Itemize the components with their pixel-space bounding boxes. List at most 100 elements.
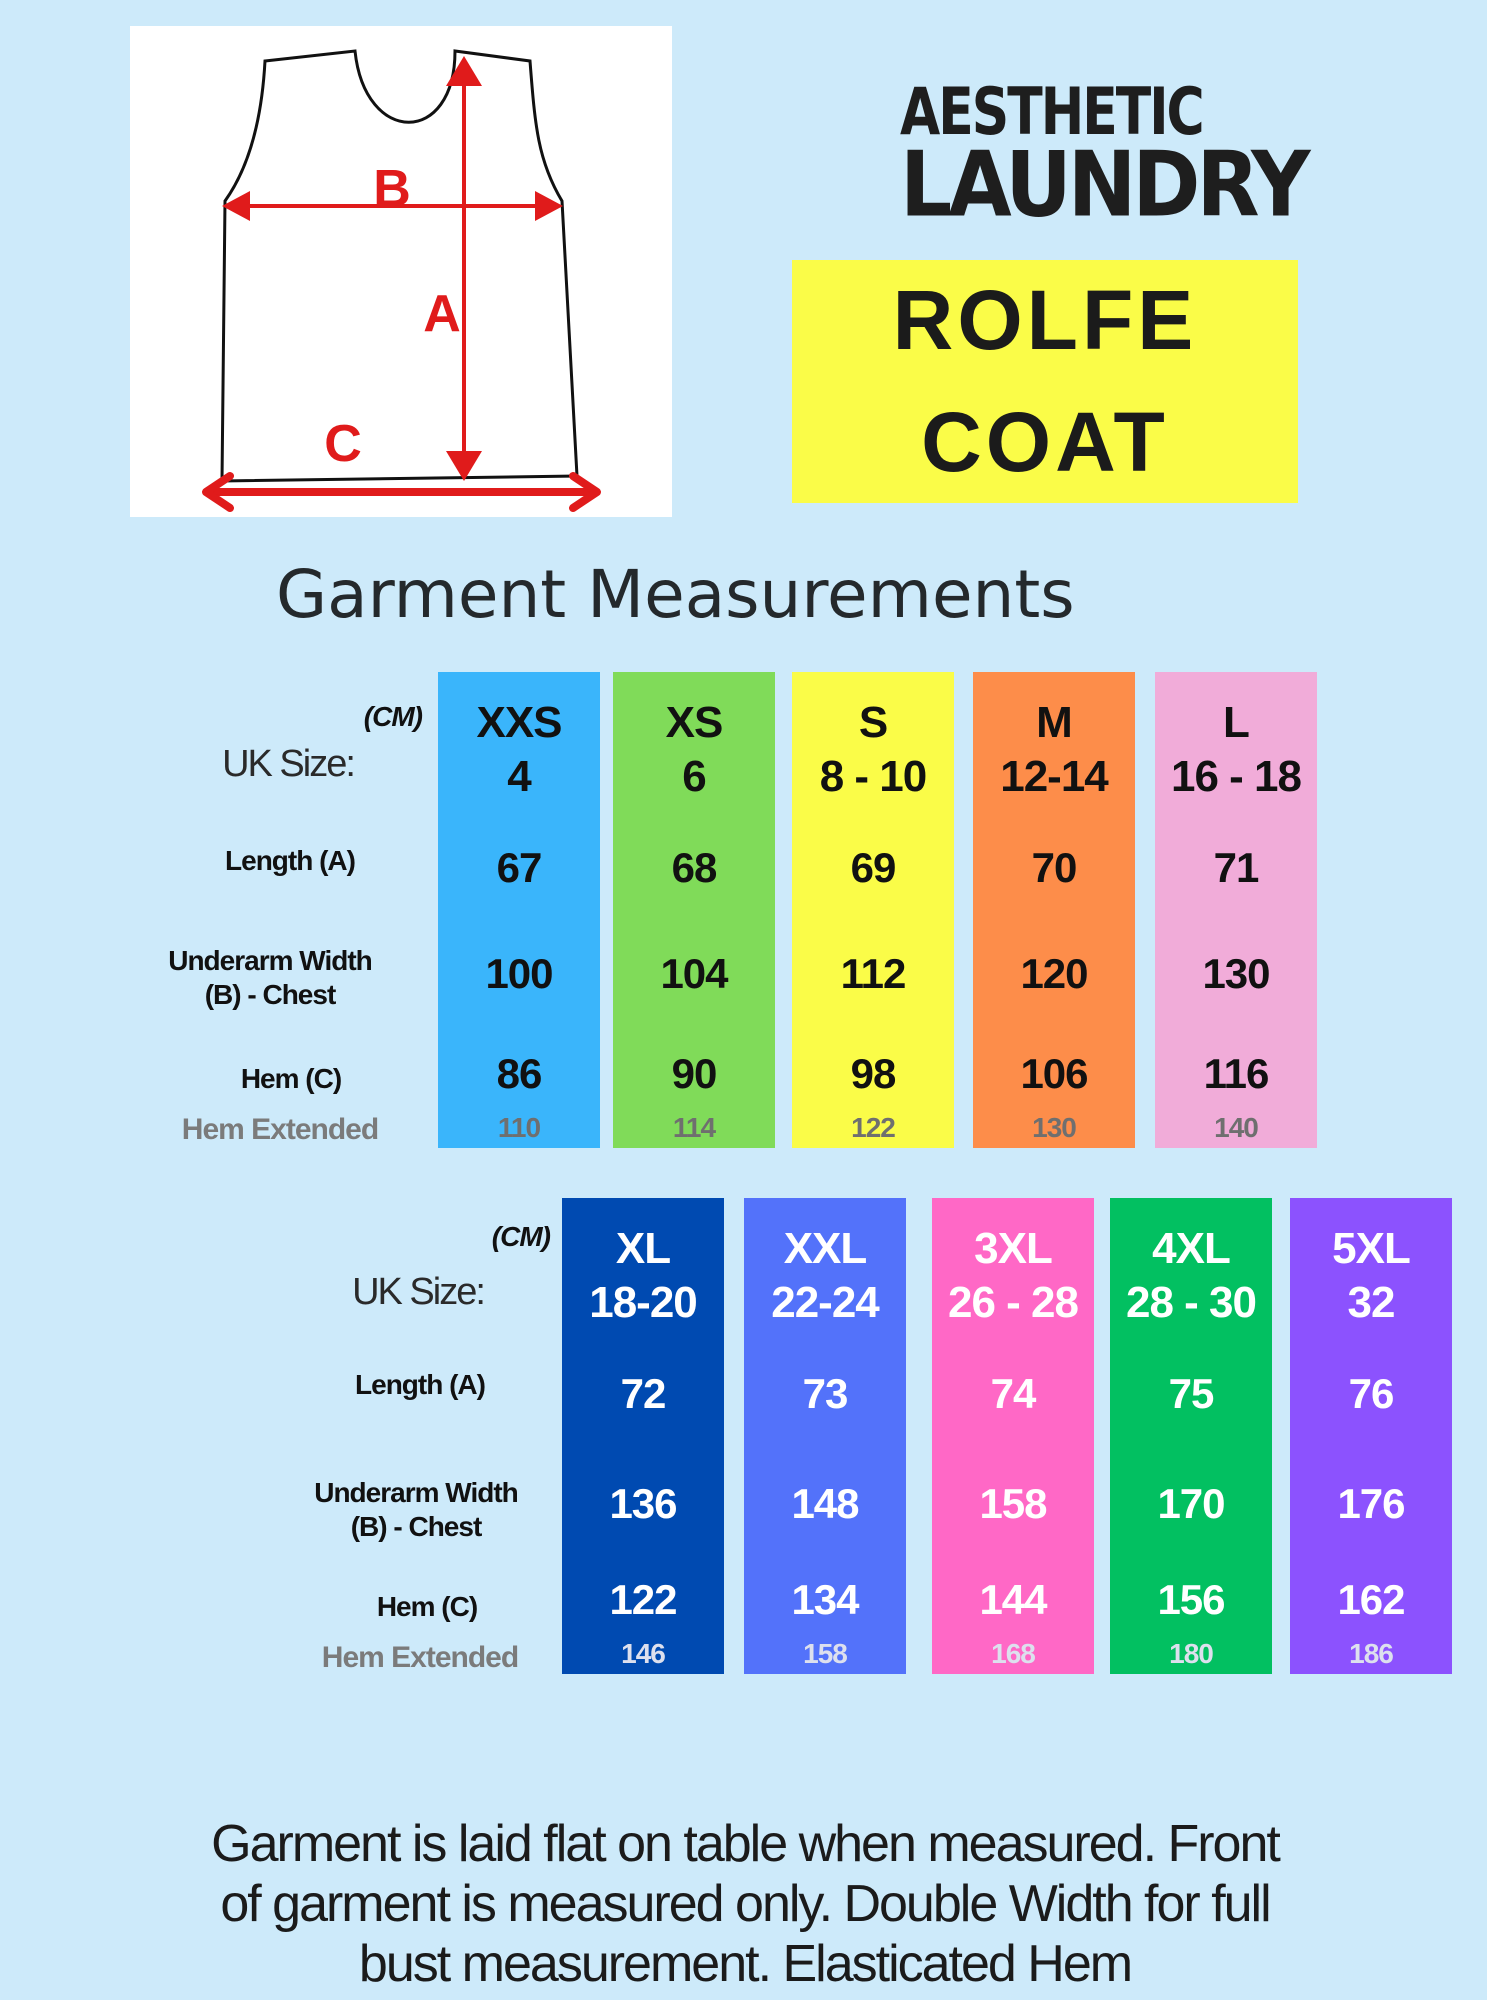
measurement-note: Garment is laid flat on table when measu… (150, 1814, 1340, 1994)
underarm-label: Underarm Width (B) - Chest (130, 944, 410, 1011)
underarm-value: 112 (840, 950, 907, 997)
size-label: XXS (476, 698, 562, 747)
hem-value: 156 (1157, 1576, 1225, 1623)
length-value: 68 (671, 844, 718, 891)
hem-value: 134 (791, 1576, 859, 1623)
size-label: 5XL (1332, 1224, 1411, 1273)
hem-extended-value: 122 (851, 1112, 896, 1143)
length-label: Length (A) (225, 845, 356, 876)
arrow-b-head-right (535, 191, 563, 221)
uk-size-value: 26 - 28 (948, 1278, 1079, 1327)
uk-size-value: 8 - 10 (819, 752, 928, 801)
size-column-s: S 8 - 10 69 112 98 122 (792, 672, 954, 1148)
underarm-label-2-line-2: (B) - Chest (350, 1510, 483, 1542)
hem-extended-value: 110 (497, 1112, 541, 1143)
underarm-value: 148 (791, 1480, 859, 1527)
underarm-label-line-2: (B) - Chest (204, 978, 337, 1010)
hem-extended-value: 130 (1032, 1112, 1077, 1143)
uk-size-value: 22-24 (771, 1278, 880, 1327)
hem-value: 106 (1020, 1050, 1088, 1097)
size-column-m: M 12-14 70 120 106 130 (973, 672, 1135, 1148)
uk-size-value: 16 - 18 (1171, 752, 1302, 801)
measurement-diagram: B A C (130, 26, 672, 517)
size-label: XXL (783, 1224, 868, 1273)
brand-line-1: AESTHETIC (900, 75, 1205, 151)
note-line-2: of garment is measured only. Double Widt… (220, 1875, 1271, 1933)
length-value: 76 (1348, 1370, 1395, 1417)
uk-size-value: 12-14 (1000, 752, 1109, 801)
brand-line-2: LAUNDRY (900, 132, 1311, 238)
product-name-line-1: ROLFE (892, 272, 1198, 367)
uk-size-label: UK Size: (222, 743, 356, 785)
note-line-1: Garment is laid flat on table when measu… (211, 1815, 1281, 1873)
underarm-value: 104 (660, 950, 728, 997)
label-a: A (423, 285, 461, 343)
arrow-c-head-left (202, 472, 234, 512)
underarm-value: 120 (1020, 950, 1088, 997)
size-label: M (1036, 698, 1073, 747)
hem-extended-value: 146 (621, 1638, 666, 1669)
length-label-2: Length (A) (355, 1369, 486, 1400)
hem-label-2: Hem (C) (376, 1591, 478, 1622)
uk-size-value: 4 (507, 752, 531, 801)
underarm-value: 176 (1337, 1480, 1405, 1527)
arrow-a-head-bottom (446, 451, 482, 481)
underarm-label-2-line-1: Underarm Width (314, 1477, 519, 1508)
underarm-label-2: Underarm Width (B) - Chest (276, 1476, 556, 1543)
length-value: 67 (496, 844, 543, 891)
underarm-value: 130 (1202, 950, 1270, 997)
garment-outline (220, 49, 579, 483)
length-value: 75 (1168, 1370, 1215, 1417)
size-column-xxl: XXL 22-24 73 148 134 158 (744, 1198, 906, 1674)
size-column-3xl: 3XL 26 - 28 74 158 144 168 (932, 1198, 1094, 1674)
product-name-line-2: COAT (921, 394, 1169, 489)
underarm-value: 136 (609, 1480, 677, 1527)
hem-label: Hem (C) (240, 1063, 342, 1094)
length-value: 70 (1031, 844, 1078, 891)
length-value: 69 (850, 844, 897, 891)
hem-extended-value: 158 (803, 1638, 848, 1669)
underarm-value: 100 (485, 950, 553, 997)
length-value: 73 (802, 1370, 849, 1417)
label-c: C (324, 415, 362, 473)
size-label: 4XL (1152, 1224, 1231, 1273)
underarm-value: 158 (979, 1480, 1047, 1527)
hem-extended-value: 168 (991, 1638, 1036, 1669)
size-label: XL (615, 1224, 671, 1273)
hem-extended-value: 186 (1349, 1638, 1394, 1669)
hem-value: 90 (671, 1050, 718, 1097)
length-value: 72 (620, 1370, 667, 1417)
unit-label: (CM) (363, 701, 423, 732)
size-label: 3XL (974, 1224, 1053, 1273)
size-label: S (858, 698, 888, 747)
label-b: B (373, 160, 411, 218)
hem-extended-value: 114 (672, 1112, 716, 1143)
page-heading: Garment Measurements (276, 556, 1075, 633)
hem-value: 144 (979, 1576, 1047, 1623)
uk-size-value: 28 - 30 (1126, 1278, 1257, 1327)
arrow-a-head-top (446, 56, 482, 86)
size-label: XS (665, 698, 724, 747)
hem-extended-label-2: Hem Extended (321, 1641, 519, 1674)
note-line-3: bust measurement. Elasticated Hem (358, 1935, 1133, 1993)
length-value: 74 (990, 1370, 1037, 1417)
uk-size-value: 32 (1347, 1278, 1396, 1327)
arrow-c-head-right (569, 472, 601, 512)
size-column-xxs: XXS 4 67 100 86 110 (438, 672, 600, 1148)
length-value: 71 (1213, 844, 1260, 891)
hem-value: 162 (1337, 1576, 1405, 1623)
hem-extended-value: 180 (1169, 1638, 1214, 1669)
brand-logo: AESTHETIC LAUNDRY (900, 75, 1311, 230)
uk-size-label-2: UK Size: (352, 1271, 486, 1313)
underarm-value: 170 (1157, 1480, 1225, 1527)
hem-value: 98 (850, 1050, 897, 1097)
unit-label-2: (CM) (491, 1221, 551, 1252)
hem-value: 116 (1203, 1050, 1270, 1097)
uk-size-value: 18-20 (589, 1278, 698, 1327)
uk-size-value: 6 (682, 752, 706, 801)
product-name-box: ROLFE COAT (792, 260, 1298, 503)
arrow-b-head-left (222, 191, 250, 221)
size-column-xs: XS 6 68 104 90 114 (613, 672, 775, 1148)
size-column-xl: XL 18-20 72 136 122 146 (562, 1198, 724, 1674)
hem-value: 122 (609, 1576, 677, 1623)
